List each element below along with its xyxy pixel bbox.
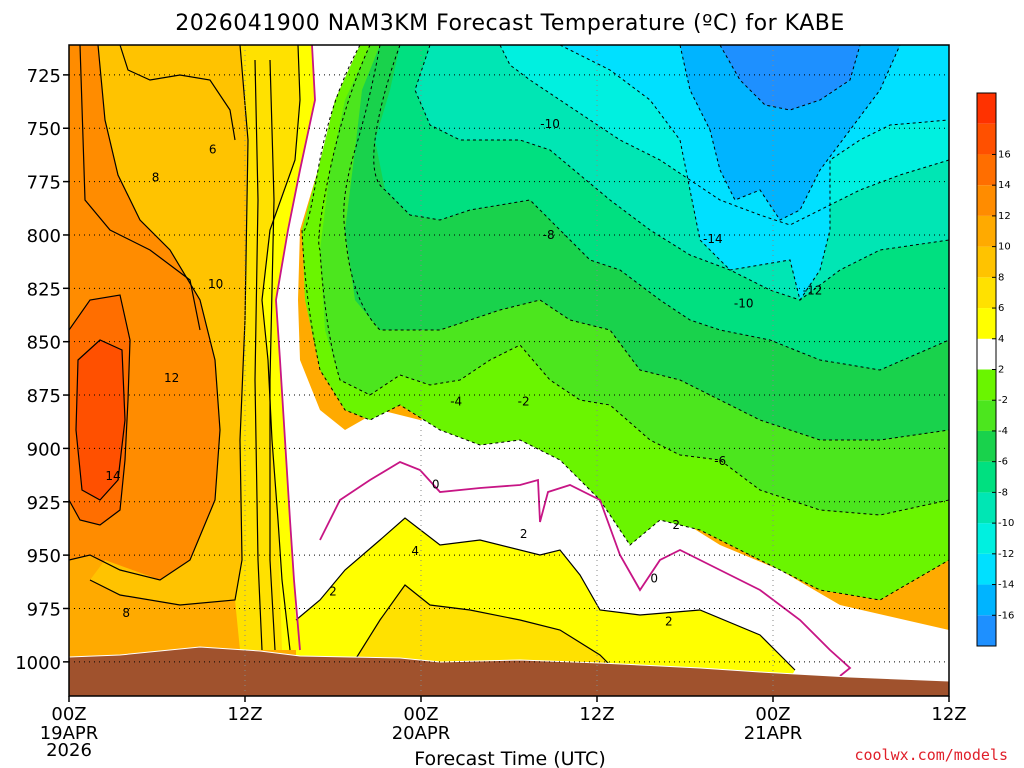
x-tick-label: 12Z	[227, 704, 262, 725]
colorbar-swatch	[977, 615, 996, 646]
contour-label: 2	[672, 518, 680, 532]
x-tick-label: 00Z	[51, 704, 86, 725]
contour-label: -10	[540, 117, 560, 131]
colorbar-label: 12	[998, 211, 1011, 222]
band-gold	[235, 45, 300, 650]
y-tick-label: 825	[27, 279, 61, 300]
x-tick-label: 00Z	[755, 704, 790, 725]
y-tick-label: 750	[27, 119, 61, 140]
plot-border	[68, 44, 950, 697]
colorbar-label: -10	[998, 518, 1014, 529]
y-tick-label: 875	[27, 386, 61, 407]
colorbar-swatch	[977, 492, 996, 524]
contour-label: -2	[518, 394, 530, 408]
y-tick-label: 850	[27, 333, 61, 354]
colorbar-swatch	[977, 523, 996, 554]
colorbar-swatch	[977, 123, 996, 155]
colorbar-swatch	[977, 430, 996, 462]
contour-labels: 6 8 10 12 14 8 -10 -8 -14 -12 -10 -4 -2 -6 0 2 2 4 0 2 2	[105, 117, 822, 628]
colorbar-label: 16	[998, 149, 1011, 160]
y-tick-label: 950	[27, 546, 61, 567]
x-tick-year: 2026	[46, 740, 92, 761]
colorbar-label: 6	[998, 303, 1004, 314]
colorbar: -16 -14 -12 -10 -8 -6 -4 -2 2 4 6 8 10 12 14 16	[976, 92, 1014, 647]
colorbar-label: 2	[998, 365, 1004, 376]
x-tick-date: 20APR	[392, 723, 451, 744]
contour-label: 4	[411, 544, 419, 558]
contour-label: -8	[543, 228, 555, 242]
x-tick-label: 00Z	[403, 704, 438, 725]
x-tick-label: 12Z	[579, 704, 614, 725]
colorbar-label: 8	[998, 272, 1004, 283]
contour-label: -4	[450, 394, 462, 408]
y-tick-label: 725	[27, 66, 61, 87]
contour-label: 2	[329, 584, 337, 598]
x-tick-date: 21APR	[744, 723, 803, 744]
y-tick-label: 975	[27, 599, 61, 620]
colorbar-label: 14	[998, 180, 1011, 191]
negative-contours	[301, 45, 949, 601]
contour-label: 6	[209, 143, 217, 157]
contour-label: -10	[734, 296, 754, 310]
contour-label: 12	[164, 371, 179, 385]
colorbar-swatch	[977, 93, 996, 124]
contour-label: 0	[650, 572, 658, 586]
colorbar-label: 10	[998, 242, 1011, 253]
band-yellow-left	[262, 45, 315, 650]
contour-label: -12	[803, 283, 823, 297]
x-axis-label: Forecast Time (UTC)	[414, 748, 605, 768]
y-tick-label: 800	[27, 226, 61, 247]
contour-label: 2	[520, 527, 528, 541]
colorbar-swatch	[977, 215, 996, 247]
x-tick-date: 19APR	[40, 723, 99, 744]
colorbar-swatch	[977, 369, 996, 401]
grid	[68, 45, 950, 696]
contour-label: 8	[122, 606, 130, 620]
contour-label: 10	[208, 277, 223, 291]
colorbar-label: -14	[998, 580, 1014, 591]
colorbar-swatch	[977, 277, 996, 309]
plot-area	[69, 45, 949, 696]
y-tick-label: 925	[27, 493, 61, 514]
colorbar-label: -16	[998, 610, 1014, 621]
chart-title: 2026041900 NAM3KM Forecast Temperature (…	[175, 11, 845, 36]
contour-label: 14	[105, 469, 120, 483]
colorbar-label: 4	[998, 334, 1004, 345]
colorbar-swatch	[977, 308, 996, 339]
colorbar-label: -4	[998, 426, 1008, 437]
colorbar-swatch	[977, 584, 996, 616]
credit-text: coolwx.com/models	[854, 746, 1008, 764]
colorbar-swatch	[977, 338, 996, 370]
band-white-near-zero	[276, 45, 949, 696]
band-orange-light	[90, 45, 248, 605]
y-tick-label: 900	[27, 439, 61, 460]
contour-label: -14	[703, 232, 723, 246]
y-tick-label: 1000	[15, 653, 61, 674]
band-sky	[680, 45, 900, 220]
colorbar-label: -12	[998, 549, 1014, 560]
colorbar-swatch	[977, 553, 996, 585]
y-axis: 725 750 775 800 825 850 875 900 925 950 975 1000	[15, 66, 69, 674]
colorbar-label: -6	[998, 457, 1008, 468]
colorbar-swatch	[977, 185, 996, 216]
colorbar-label: -8	[998, 487, 1008, 498]
colorbar-swatch	[977, 246, 996, 278]
contour-label: -6	[714, 454, 726, 468]
band-hot-center	[76, 340, 125, 500]
x-tick-label: 12Z	[931, 704, 966, 725]
band-blue	[720, 45, 860, 110]
colorbar-swatch	[977, 400, 996, 431]
colorbar-label: -2	[998, 395, 1008, 406]
contour-label: 0	[432, 478, 440, 492]
colorbar-swatch	[977, 461, 996, 493]
y-tick-label: 775	[27, 173, 61, 194]
contour-label: 2	[665, 614, 673, 628]
colorbar-swatch	[977, 154, 996, 186]
contour-label: 8	[152, 170, 160, 184]
